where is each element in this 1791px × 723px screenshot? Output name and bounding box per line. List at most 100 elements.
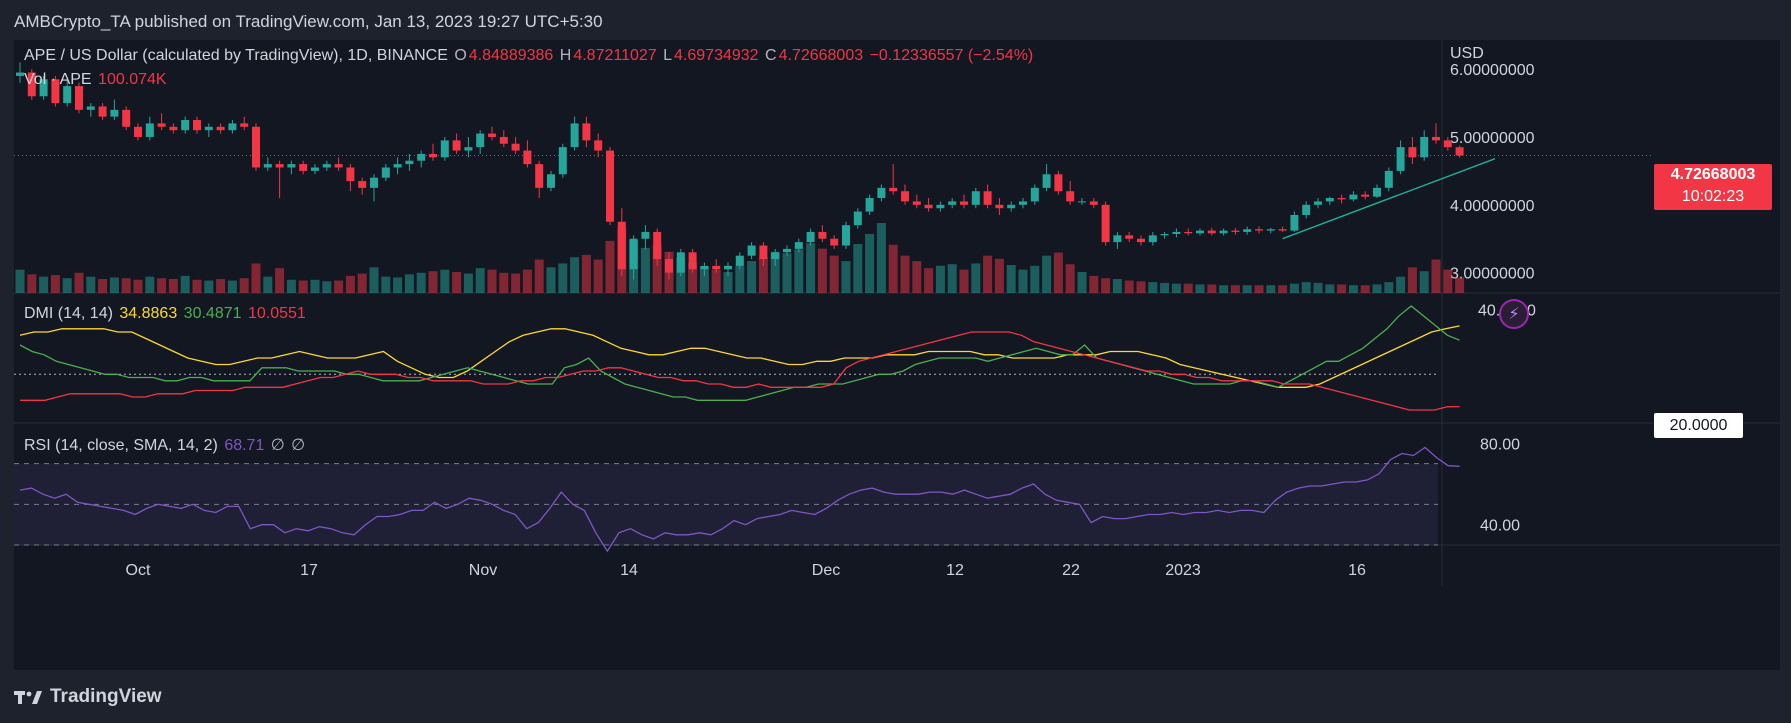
bar-countdown: 10:02:23 [1681,188,1745,205]
candle-body [570,123,579,148]
volume-bar [239,278,249,293]
candle-body [582,123,591,141]
dmi-legend[interactable]: DMI (14, 14) 34.8863 30.4871 10.0551 [24,305,308,323]
candle-body [193,120,201,131]
volume-bar [1065,264,1075,293]
open-value: 4.84889386 [468,47,554,64]
volume-bar [1396,276,1406,293]
candle-body [16,72,24,76]
volume-bar [1089,275,1099,293]
footer-brand-label: TradingView [50,686,162,707]
candle-body [1207,230,1216,234]
volume-bar [593,259,603,293]
volume-bar [1124,280,1134,293]
volume-bar [1207,284,1217,293]
volume-bar [251,263,261,293]
volume-bar [841,261,851,293]
volume-bar [1006,265,1016,293]
time-tick-label: 2023 [1165,562,1201,579]
candle-body [417,153,426,161]
volume-bar [27,274,37,293]
volume-legend[interactable]: Vol · APE 100.074K [24,71,169,89]
last-price-tag: 4.72668003 10:02:23 [1654,164,1772,210]
volume-bar [298,280,308,293]
candle-body [1337,198,1346,200]
candle-body [912,201,921,205]
candle-body [1078,201,1086,203]
symbol-legend[interactable]: APE / US Dollar (calculated by TradingVi… [24,47,1035,65]
volume-bar [876,223,886,293]
candle-body [405,160,414,165]
volume-bar [1112,279,1122,293]
candle-body [1302,204,1311,215]
low-value: 4.69734932 [674,47,759,64]
volume-bar [1360,285,1370,293]
volume-bar [581,254,591,293]
candle-body [1066,191,1075,202]
candle-body [39,79,48,97]
volume-bar [1337,284,1347,293]
volume-bar [286,279,296,293]
volume-bar [546,267,556,293]
volume-bar [1160,282,1170,293]
volume-bar [369,267,379,293]
candle-body [547,174,555,188]
price-tick-label: 4.00000000 [1450,198,1535,215]
volume-bar [640,247,650,293]
volume-bar [475,268,485,293]
candle-body [1172,231,1181,234]
candle-body [948,201,957,205]
volume-bar [699,267,709,293]
footer-brand[interactable]: TradingView [14,686,162,708]
volume-bar [440,269,450,293]
volume-bar [310,279,320,293]
volume-bar [947,264,957,293]
volume-bar [216,279,226,293]
candle-body [299,164,308,171]
candle-body [322,164,331,168]
candle-body [617,221,626,270]
volume-bar [888,244,898,293]
time-tick-label: 12 [946,562,964,579]
candle-body [806,231,815,243]
candle-body [818,231,827,239]
dmi-level-tag: 20.0000 [1654,413,1743,438]
volume-bar [1372,284,1382,293]
candle-body [771,252,780,260]
lightning-icon[interactable]: ⚡ [1499,299,1529,329]
volume-bar [1219,285,1229,293]
volume-bar [1183,283,1193,293]
volume-bar [50,275,60,293]
dmi-series-line [20,331,1460,411]
volume-bar [157,278,167,293]
symbol-title: APE / US Dollar (calculated by TradingVi… [24,47,448,64]
time-tick-label: Nov [469,562,497,579]
candle-body [429,153,437,158]
candle-body [700,265,709,270]
candle-body [1408,147,1417,158]
candle-body [145,123,154,137]
volume-bar [570,257,580,293]
volume-bar [1053,252,1063,293]
candle-body [464,147,473,151]
candle-body [853,211,862,226]
volume-bar [534,259,544,293]
candle-body [1219,230,1228,234]
candle-body [594,140,603,151]
price-tick-label: 3.00000000 [1450,266,1535,283]
candle-body [275,164,284,168]
candle-body [1314,201,1322,205]
volume-bar [782,253,792,293]
chart-frame[interactable]: USD 6.00000000 5.00000000 4.00000000 3.00000… [14,40,1780,670]
rsi-legend[interactable]: RSI (14, close, SMA, 14, 2) 68.71 ∅ ∅ [24,435,307,455]
candle-body [901,191,909,202]
rsi-value: 68.71 [224,437,265,454]
volume-bar [924,268,934,293]
time-tick-label: 14 [620,562,638,579]
volume-bar [393,277,403,293]
candle-body [629,238,638,270]
published-by-line: AMBCrypto_TA published on TradingView.co… [14,12,603,31]
candle-body [1125,235,1134,239]
volume-bar [770,251,780,293]
